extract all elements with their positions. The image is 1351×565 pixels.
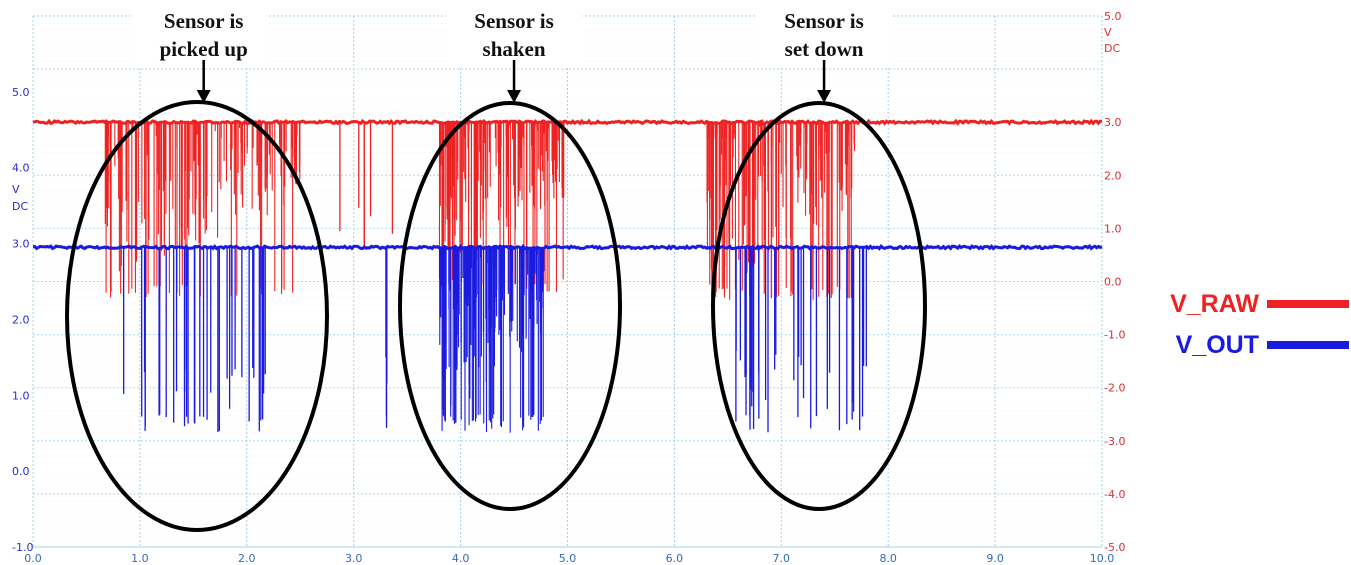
left-axis-unit: V xyxy=(12,183,20,196)
left-tick-label: 3.0 xyxy=(12,238,30,251)
x-tick-label: 7.0 xyxy=(773,552,791,565)
left-tick-label: 5.0 xyxy=(12,86,30,99)
series-baseline xyxy=(32,118,1103,126)
highlight-ellipse xyxy=(65,100,329,532)
annotation-bg xyxy=(130,6,267,68)
highlight-ellipse xyxy=(711,101,927,511)
right-tick-label: -3.0 xyxy=(1104,435,1125,448)
legend: V_RAW V_OUT xyxy=(1170,290,1349,359)
right-tick-label: -1.0 xyxy=(1104,329,1125,342)
annotation-label: Sensor is xyxy=(164,9,244,33)
right-tick-label: -2.0 xyxy=(1104,382,1125,395)
right-tick-label: -5.0 xyxy=(1104,541,1125,554)
right-axis-unit: 5.0 xyxy=(1104,10,1122,23)
x-tick-label: 5.0 xyxy=(559,552,577,565)
legend-label: V_OUT xyxy=(1176,331,1259,359)
annotation-label: set down xyxy=(785,37,864,61)
right-tick-label: 0.0 xyxy=(1104,276,1122,289)
right-axis-unit: V xyxy=(1104,26,1112,39)
x-tick-label: 8.0 xyxy=(879,552,897,565)
annotation-label: shaken xyxy=(483,37,546,61)
legend-swatch xyxy=(1267,300,1349,308)
annotation-bg xyxy=(446,6,583,68)
x-tick-label: 9.0 xyxy=(986,552,1004,565)
legend-swatch xyxy=(1267,341,1349,349)
x-tick-label: 1.0 xyxy=(131,552,149,565)
annotations: Sensor is picked up Sensor is shaken Sensor … xyxy=(65,6,927,532)
annotation-label: picked up xyxy=(160,37,248,61)
annotation-arrowhead xyxy=(196,90,211,103)
right-tick-label: 1.0 xyxy=(1104,222,1122,235)
right-tick-label: 2.0 xyxy=(1104,169,1122,182)
annotation-bg xyxy=(756,6,893,68)
axes: 0.0 1.0 2.0 3.0 4.0 5.0 6.0 7.0 8.0 9.0 10.0 5.0 4.0… xyxy=(12,10,1125,565)
right-axis-unit: DC xyxy=(1104,42,1120,55)
x-tick-label: 6.0 xyxy=(666,552,684,565)
legend-label: V_RAW xyxy=(1170,290,1259,318)
series-v-out xyxy=(32,243,1103,433)
left-tick-label: 2.0 xyxy=(12,313,30,326)
right-tick-label: 3.0 xyxy=(1104,116,1122,129)
x-tick-label: 4.0 xyxy=(452,552,470,565)
left-tick-label: 4.0 xyxy=(12,162,30,175)
x-tick-label: 3.0 xyxy=(345,552,363,565)
right-tick-label: -4.0 xyxy=(1104,488,1125,501)
x-tick-label: 2.0 xyxy=(238,552,256,565)
annotation-label: Sensor is xyxy=(474,9,554,33)
highlight-ellipse xyxy=(398,101,622,511)
x-tick-label: 10.0 xyxy=(1090,552,1115,565)
series-baseline xyxy=(32,243,1103,251)
annotation-arrowhead xyxy=(817,90,832,103)
annotation-arrowhead xyxy=(507,90,522,103)
x-tick-label: 0.0 xyxy=(24,552,42,565)
annotation-label: Sensor is xyxy=(784,9,864,33)
left-tick-label: -1.0 xyxy=(12,541,33,554)
left-axis-unit: DC xyxy=(12,200,28,213)
left-tick-label: 0.0 xyxy=(12,465,30,478)
left-tick-label: 1.0 xyxy=(12,389,30,402)
